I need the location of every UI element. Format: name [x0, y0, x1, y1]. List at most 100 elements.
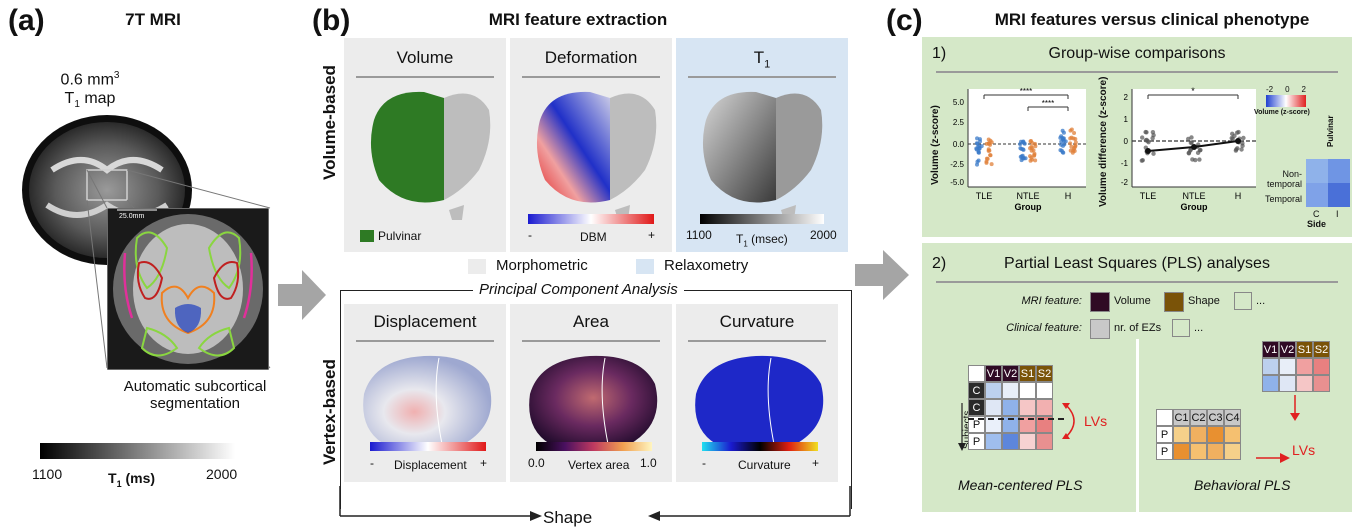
relaxometry-label: Relaxometry: [664, 257, 749, 274]
shape-label: Shape: [543, 508, 593, 527]
volume-difference-data-point: [1197, 157, 1202, 162]
curvature-plus: +: [812, 456, 820, 470]
matrix-cell: [1036, 399, 1053, 416]
volume-data-point: [1061, 130, 1066, 135]
t1-box: T1 1100 2000 T1 (msec): [676, 38, 848, 252]
volume-data-point: [1072, 131, 1077, 136]
volume-difference-data-point: [1139, 135, 1145, 140]
behavioral-mri-matrix: V1 V2 S1 S2: [1262, 341, 1342, 395]
subjects-arrow: [958, 403, 966, 451]
segmentation-caption: Automatic subcortical segmentation: [123, 378, 267, 412]
volume-data-point: [1030, 157, 1035, 162]
plot1-ytick: -5.0: [950, 178, 964, 187]
plot2-ytick: 2: [1124, 93, 1129, 102]
heatmap-row-label: Non-temporal: [1266, 169, 1302, 189]
t1-colorbar: [40, 443, 235, 459]
volume-difference-data-point: [1189, 135, 1194, 140]
heatmap-cell: [1306, 183, 1328, 207]
matrix-cell: [1036, 382, 1053, 399]
plot1-xlabel: Group: [1015, 202, 1042, 212]
volume-data-point: [1021, 140, 1026, 145]
matrix-cell: [1019, 382, 1036, 399]
sec2-number: 2): [932, 255, 947, 272]
t1-map-colorbar: [700, 214, 824, 224]
volume-data-point: [1071, 136, 1076, 141]
volume-data-point: [975, 136, 980, 141]
volume-data-point: [1020, 153, 1025, 158]
volume-divider: [356, 76, 494, 78]
matrix-cell: [1019, 433, 1036, 450]
plot1-ytick: 2.5: [953, 118, 965, 127]
behavioral-caption: Behavioral PLS: [1194, 477, 1291, 493]
plot2-xtick: H: [1235, 191, 1242, 201]
displacement-title: Displacement: [373, 312, 477, 331]
heatmap-cbar-ticks: -2 0 2: [1266, 85, 1306, 94]
panel-a-title: 7T MRI: [125, 10, 181, 29]
matrix-cell: [1190, 443, 1207, 460]
plot2-ytick: 1: [1124, 115, 1129, 124]
matrix-col-header: S1: [1296, 341, 1313, 358]
shape-swatch-label: Shape: [1188, 295, 1220, 307]
volume-data-point: [1029, 148, 1034, 153]
dbm-colorbar: [528, 214, 654, 224]
panel-b-label: (b): [312, 4, 351, 37]
mean-centered-matrix: V1 V2 S1 S2 C C P P: [968, 365, 1068, 455]
plot2-ylabel: Volume difference (z-score): [1098, 76, 1109, 207]
displacement-colorbar: [370, 442, 486, 451]
volume-data-point: [976, 158, 981, 163]
t1-map-label: T1 (msec): [736, 232, 788, 249]
volume-data-point: [989, 162, 994, 167]
volume-difference-data-point: [1193, 157, 1198, 163]
volume-data-point: [984, 156, 989, 161]
matrix-cell: [1190, 426, 1207, 443]
empty-swatch: [1172, 319, 1190, 337]
matrix-col-header: C3: [1207, 409, 1224, 426]
behavioral-clinical-matrix: C1 C2 C3 C4 P P: [1156, 409, 1256, 479]
pulvinar-legend-label: Pulvinar: [378, 229, 422, 243]
shape-swatch: [1164, 292, 1184, 312]
matrix-cell: [1313, 375, 1330, 392]
area-cbar-label: Vertex area: [568, 458, 630, 472]
volume-data-point: [979, 144, 984, 149]
pls-divider: [1136, 339, 1139, 512]
volume-data-point: [1020, 147, 1025, 152]
plot1-xtick: TLE: [976, 191, 993, 201]
matrix-col-header: S2: [1313, 341, 1330, 358]
matrix-col-header: S2: [1036, 365, 1053, 382]
matrix-cell: [1279, 375, 1296, 392]
dbm-plus: +: [648, 228, 656, 242]
displacement-plus: +: [480, 456, 488, 470]
segmentation-zoom-image: 25.0mm: [107, 208, 269, 370]
matrix-col-header: C2: [1190, 409, 1207, 426]
morphometric-swatch: [468, 259, 486, 274]
plot2-ytick: -2: [1121, 178, 1129, 187]
plot1-xtick: NTLE: [1016, 191, 1039, 201]
volume-data-point: [1070, 150, 1075, 155]
t1-map-label: T1 map: [64, 90, 116, 111]
scale-bar-text: 25.0mm: [119, 213, 144, 220]
clinical-feature-label: Clinical feature:: [1006, 322, 1082, 334]
matrix-cell: [1262, 375, 1279, 392]
volume-difference-data-point: [1239, 147, 1244, 152]
curvature-divider: [688, 340, 826, 342]
volume-data-point: [1032, 152, 1037, 157]
volume-difference-data-point: [1143, 138, 1149, 143]
matrix-cell: [1207, 443, 1224, 460]
panel-c-label: (c): [886, 4, 923, 37]
volume-data-point: [1068, 136, 1073, 141]
matrix-cell: [1173, 426, 1190, 443]
matrix-corner: [1156, 409, 1173, 426]
volume-data-point: [1068, 141, 1073, 146]
lvs-label: LVs: [1084, 413, 1108, 429]
volume-data-point: [984, 160, 989, 165]
matrix-cell: [1296, 358, 1313, 375]
plot1-ytick: 5.0: [953, 98, 965, 107]
area-surface-image: [529, 355, 658, 449]
volume-data-point: [1073, 144, 1078, 149]
ellipsis: ...: [1256, 295, 1266, 307]
heatmap-colorbar: [1266, 95, 1306, 107]
volume-based-label: Volume-based: [320, 65, 339, 180]
area-divider: [522, 340, 660, 342]
plot1-xtick: H: [1065, 191, 1072, 201]
t1-cbar-max: 2000: [206, 466, 238, 482]
